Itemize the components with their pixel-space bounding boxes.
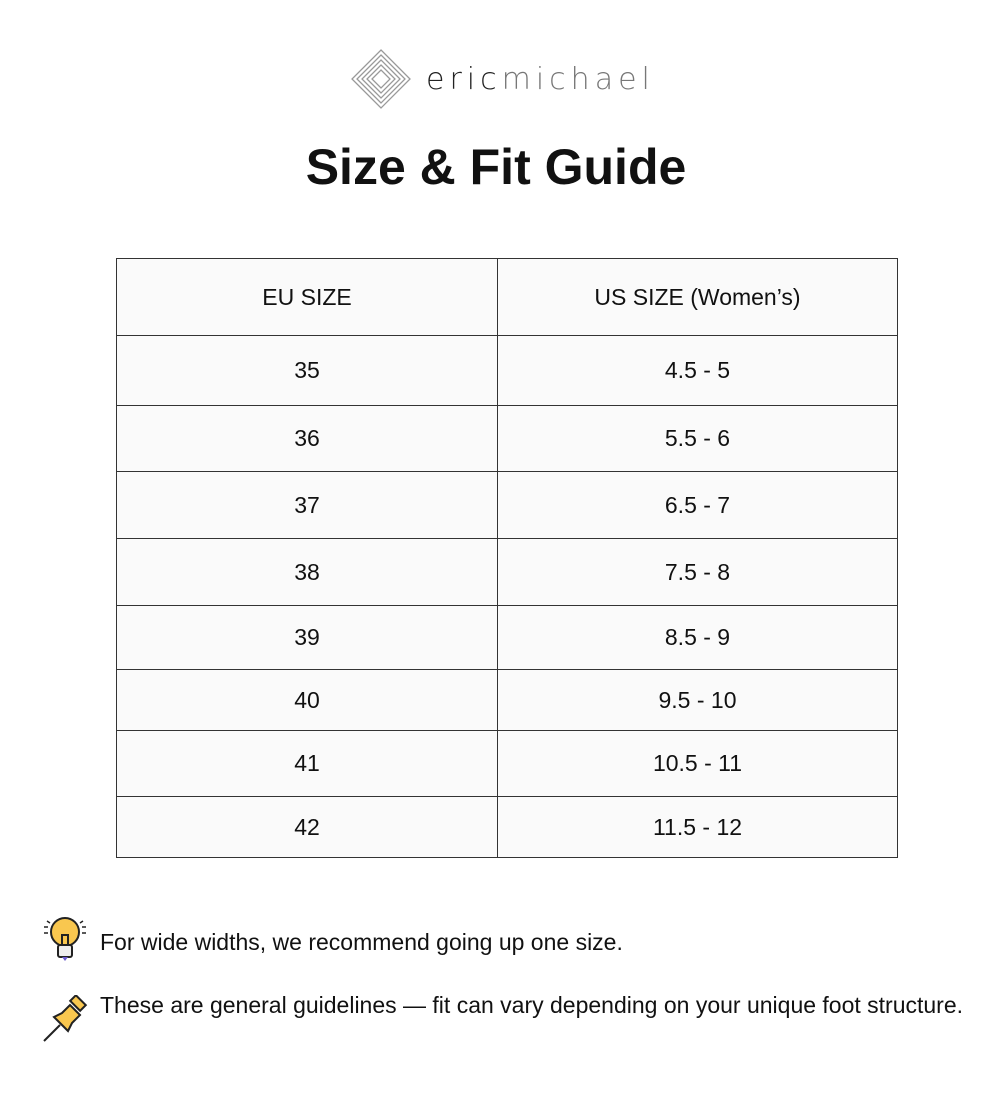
header-us-size: US SIZE (Women’s) [497, 258, 898, 336]
us-size-cell: 10.5 - 11 [497, 730, 898, 797]
eu-size-cell: 41 [116, 730, 498, 797]
us-size-cell: 8.5 - 9 [497, 605, 898, 670]
table-row: 37 6.5 - 7 [116, 471, 898, 539]
diamond-logo-icon [351, 49, 411, 109]
brand-logo: ericmichael [350, 48, 655, 110]
us-size-cell: 7.5 - 8 [497, 538, 898, 606]
table-row: 42 11.5 - 12 [116, 796, 898, 858]
eu-size-cell: 40 [116, 669, 498, 731]
note-guidelines: These are general guidelines — fit can v… [100, 992, 964, 1018]
eu-size-cell: 39 [116, 605, 498, 670]
brand-name: ericmichael [426, 61, 655, 97]
size-table: EU SIZE US SIZE (Women’s) 35 4.5 - 5 36 5.5… [116, 258, 898, 858]
eu-size-cell: 37 [116, 471, 498, 539]
table-row: 38 7.5 - 8 [116, 538, 898, 606]
table-row: 35 4.5 - 5 [116, 335, 898, 406]
us-size-cell: 5.5 - 6 [497, 405, 898, 472]
eu-size-cell: 35 [116, 335, 498, 406]
table-row: 36 5.5 - 6 [116, 405, 898, 472]
table-row: 40 9.5 - 10 [116, 669, 898, 731]
us-size-cell: 9.5 - 10 [497, 669, 898, 731]
table-row: 41 10.5 - 11 [116, 730, 898, 797]
table-header-row: EU SIZE US SIZE (Women’s) [116, 258, 898, 336]
page-title: Size & Fit Guide [305, 139, 687, 195]
us-size-cell: 11.5 - 12 [497, 796, 898, 858]
us-size-cell: 6.5 - 7 [497, 471, 898, 539]
eu-size-cell: 42 [116, 796, 498, 858]
lightbulb-icon [44, 917, 86, 961]
pushpin-icon [43, 995, 88, 1042]
us-size-cell: 4.5 - 5 [497, 335, 898, 406]
eu-size-cell: 36 [116, 405, 498, 472]
header-eu-size: EU SIZE [116, 258, 498, 336]
eu-size-cell: 38 [116, 538, 498, 606]
note-wide-widths: For wide widths, we recommend going up o… [100, 929, 623, 955]
table-row: 39 8.5 - 9 [116, 605, 898, 670]
